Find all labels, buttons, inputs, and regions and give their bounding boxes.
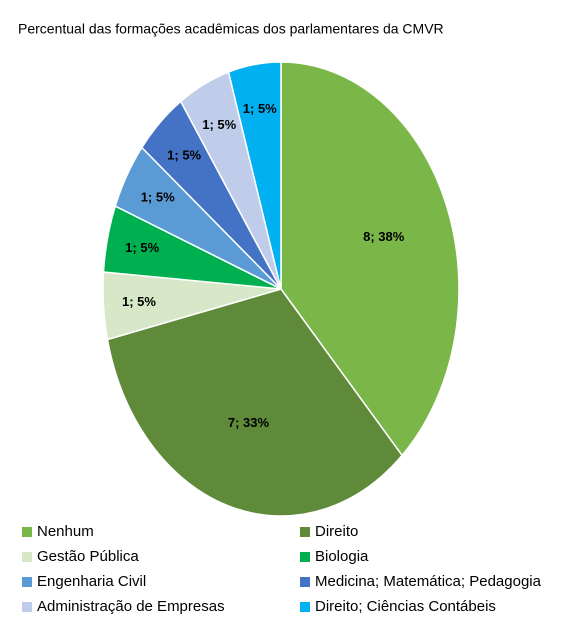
data-label: 1; 5%: [125, 240, 159, 255]
data-label: 1; 5%: [202, 117, 236, 132]
legend-label: Medicina; Matemática; Pedagogia: [315, 573, 542, 590]
data-label: 1; 5%: [167, 147, 201, 162]
legend-label: Biologia: [315, 548, 369, 565]
chart-title: Percentual das formações acadêmicas dos …: [18, 21, 444, 37]
legend-label: Direito; Ciências Contábeis: [315, 598, 496, 615]
legend-label: Gestão Pública: [37, 548, 139, 565]
legend-swatch: [22, 552, 32, 562]
pie-slice: [106, 288, 404, 517]
data-label: 1; 5%: [122, 294, 156, 309]
pie-slice: [280, 61, 460, 457]
legend-swatch: [300, 602, 310, 612]
legend-swatch: [22, 527, 32, 537]
legend-label: Administração de Empresas: [37, 598, 225, 615]
legend-swatch: [22, 577, 32, 587]
legend-swatch: [300, 577, 310, 587]
legend-label: Direito: [315, 523, 358, 540]
data-label: 1; 5%: [141, 190, 175, 205]
data-label: 1; 5%: [243, 101, 277, 116]
pie-slice: [227, 61, 282, 290]
legend-swatch: [300, 527, 310, 537]
legend-label: Nenhum: [37, 523, 94, 540]
data-label: 8; 38%: [363, 229, 405, 244]
legend-swatch: [300, 552, 310, 562]
data-label: 7; 33%: [228, 415, 270, 430]
legend-swatch: [22, 602, 32, 612]
legend-label: Engenharia Civil: [37, 573, 146, 590]
